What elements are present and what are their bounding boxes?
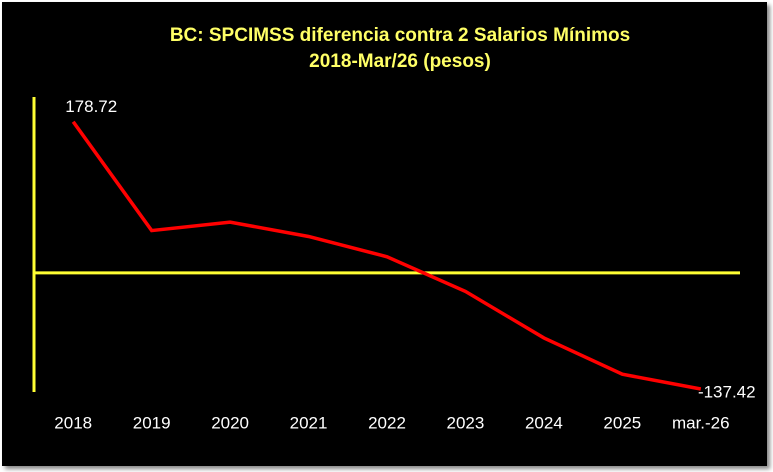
x-tick-label: mar.-26 [672, 413, 730, 432]
x-tick-label: 2018 [54, 413, 92, 432]
data-line [71, 120, 702, 391]
x-tick-label: 2022 [368, 413, 406, 432]
data-label: -137.42 [698, 382, 756, 401]
chart-title: BC: SPCIMSS diferencia contra 2 Salarios… [170, 25, 630, 46]
x-tick-label: 2025 [603, 413, 641, 432]
x-tick-label: 2024 [525, 413, 563, 432]
data-label: 178.72 [65, 97, 117, 116]
chart: BC: SPCIMSS diferencia contra 2 Salarios… [32, 25, 756, 432]
x-tick-label: 2023 [447, 413, 485, 432]
chart-frame: BC: SPCIMSS diferencia contra 2 Salarios… [2, 2, 767, 466]
x-tick-label: 2020 [211, 413, 249, 432]
x-tick-label: 2021 [290, 413, 328, 432]
chart-subtitle: 2018-Mar/26 (pesos) [309, 51, 491, 72]
x-tick-label: 2019 [133, 413, 171, 432]
